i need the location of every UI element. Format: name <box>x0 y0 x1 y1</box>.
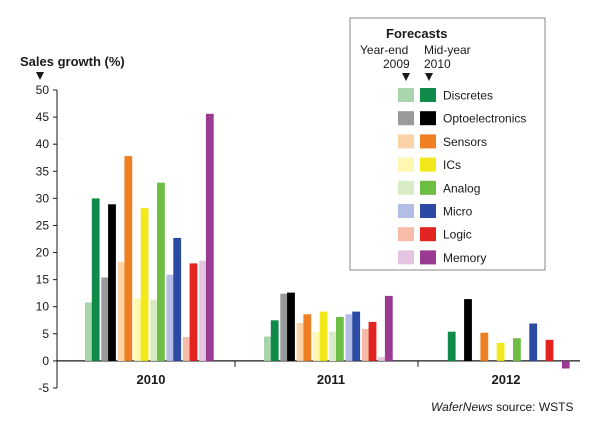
legend-swatch-optoelectronics-mid-year <box>420 111 436 126</box>
x-axis-categories: 2010 2011 2012 <box>137 360 521 387</box>
source-brand: WaferNews <box>431 400 493 414</box>
legend-label-analog: Analog <box>443 181 480 195</box>
bar-sensors-2012-my <box>480 332 489 361</box>
legend-col1-line2: 2009 <box>383 57 410 71</box>
legend-box <box>349 17 546 271</box>
bar-memory-2010-ye <box>199 260 207 361</box>
legend-swatch-discretes-year-end <box>398 88 414 102</box>
bar-optoelectronics-2010-ye <box>101 277 110 361</box>
bar-micro-2011-ye <box>345 314 354 361</box>
y-tick-label: 45 <box>36 110 50 124</box>
x-category-label: 2010 <box>137 372 166 387</box>
bar-discretes-2010-my <box>91 198 100 361</box>
legend-swatch-analog-mid-year <box>420 180 436 195</box>
y-tick-label: 10 <box>36 300 50 314</box>
legend-swatch-sensors-year-end <box>398 134 414 149</box>
y-tick-label: 35 <box>36 164 50 178</box>
legend-swatch-micro-year-end <box>398 204 414 218</box>
legend-swatch-logic-year-end <box>398 227 414 242</box>
bar-logic-2012-my <box>545 339 554 361</box>
y-tick-label: 50 <box>36 83 50 97</box>
bar-sensors-2011-my <box>303 314 312 361</box>
y-tick-label: 40 <box>36 137 50 151</box>
bar-discretes-2011-ye <box>264 336 272 361</box>
bar-ics-2010-ye <box>133 298 142 361</box>
legend-items: Discretes Optoelectronics Sensors ICs Analog… <box>398 88 526 265</box>
legend-swatch-optoelectronics-year-end <box>398 111 414 126</box>
bar-analog-2011-my <box>336 317 344 361</box>
bar-sensors-2011-ye <box>296 323 305 361</box>
axes: -5 0 5 10 15 20 25 30 35 40 45 50 <box>36 83 580 395</box>
bar-optoelectronics-2012-my <box>464 299 472 361</box>
y-tick-label: 5 <box>42 327 49 341</box>
bar-logic-2011-my <box>368 321 377 361</box>
legend-label-discretes: Discretes <box>443 89 493 103</box>
legend-label-logic: Logic <box>443 228 472 242</box>
legend-col2-arrow <box>425 73 433 81</box>
bar-memory-2011-ye <box>378 357 386 361</box>
bars <box>85 113 570 369</box>
bar-micro-2012-my <box>529 323 538 361</box>
legend-label-micro: Micro <box>443 205 473 219</box>
bar-optoelectronics-2011-my <box>287 292 295 361</box>
legend-swatch-memory-year-end <box>398 250 414 265</box>
legend-label-ics: ICs <box>443 158 461 172</box>
bar-memory-2012-my <box>561 360 570 369</box>
y-tick-label: 0 <box>42 354 49 368</box>
bar-ics-2012-my <box>496 343 505 361</box>
y-axis-label: Sales growth (%) <box>20 54 125 69</box>
bar-optoelectronics-2010-my <box>108 204 116 361</box>
legend-col2-line2: 2010 <box>424 57 451 71</box>
y-tick-label: -5 <box>38 381 49 395</box>
y-tick-label: 15 <box>36 273 50 287</box>
legend-swatch-logic-mid-year <box>420 227 436 242</box>
legend-title: Forecasts <box>386 26 447 41</box>
legend: Forecasts Year-end 2009 Mid-year 2010 Di… <box>349 17 546 271</box>
legend-swatch-memory-mid-year <box>420 250 436 265</box>
bar-logic-2010-my <box>189 263 198 361</box>
bar-ics-2011-ye <box>312 332 321 361</box>
legend-label-memory: Memory <box>443 251 486 265</box>
legend-label-optoelectronics: Optoelectronics <box>443 112 526 126</box>
bar-micro-2010-my <box>173 237 182 361</box>
bar-discretes-2012-my <box>447 331 456 361</box>
legend-swatch-analog-year-end <box>398 180 414 195</box>
y-tick-label: 25 <box>36 218 50 232</box>
legend-label-sensors: Sensors <box>443 135 487 149</box>
bar-analog-2010-my <box>157 182 165 361</box>
y-axis-label-arrow <box>36 72 44 80</box>
legend-col1-arrow <box>402 73 410 81</box>
y-tick-label: 20 <box>36 246 50 260</box>
legend-swatch-micro-mid-year <box>420 204 436 218</box>
bar-memory-2010-my <box>205 113 214 361</box>
bar-micro-2010-ye <box>166 274 175 361</box>
source-text: source: WSTS <box>493 400 574 414</box>
bar-discretes-2010-ye <box>85 302 93 361</box>
legend-col1-line1: Year-end <box>360 43 408 57</box>
bar-ics-2011-my <box>319 311 328 361</box>
bar-discretes-2011-my <box>270 320 279 361</box>
x-category-label: 2012 <box>492 372 521 387</box>
legend-col2-line1: Mid-year <box>424 43 471 57</box>
bar-analog-2010-ye <box>150 299 158 361</box>
legend-swatch-ics-mid-year <box>420 157 436 172</box>
bar-sensors-2010-ye <box>117 261 126 361</box>
bar-sensors-2010-my <box>124 156 133 361</box>
source-note: WaferNews source: WSTS <box>431 400 573 414</box>
legend-swatch-sensors-mid-year <box>420 134 436 149</box>
legend-swatch-discretes-mid-year <box>420 88 436 102</box>
y-tick-label: 30 <box>36 191 50 205</box>
bar-analog-2012-my <box>513 338 521 361</box>
bar-micro-2011-my <box>352 311 361 361</box>
legend-swatch-ics-year-end <box>398 157 414 172</box>
bar-optoelectronics-2011-ye <box>280 293 289 361</box>
x-category-label: 2011 <box>317 372 345 387</box>
bar-logic-2010-ye <box>182 337 191 361</box>
bar-memory-2011-my <box>384 295 393 361</box>
bar-analog-2011-ye <box>329 331 337 361</box>
bar-logic-2011-ye <box>361 328 370 361</box>
bar-ics-2010-my <box>140 208 149 361</box>
